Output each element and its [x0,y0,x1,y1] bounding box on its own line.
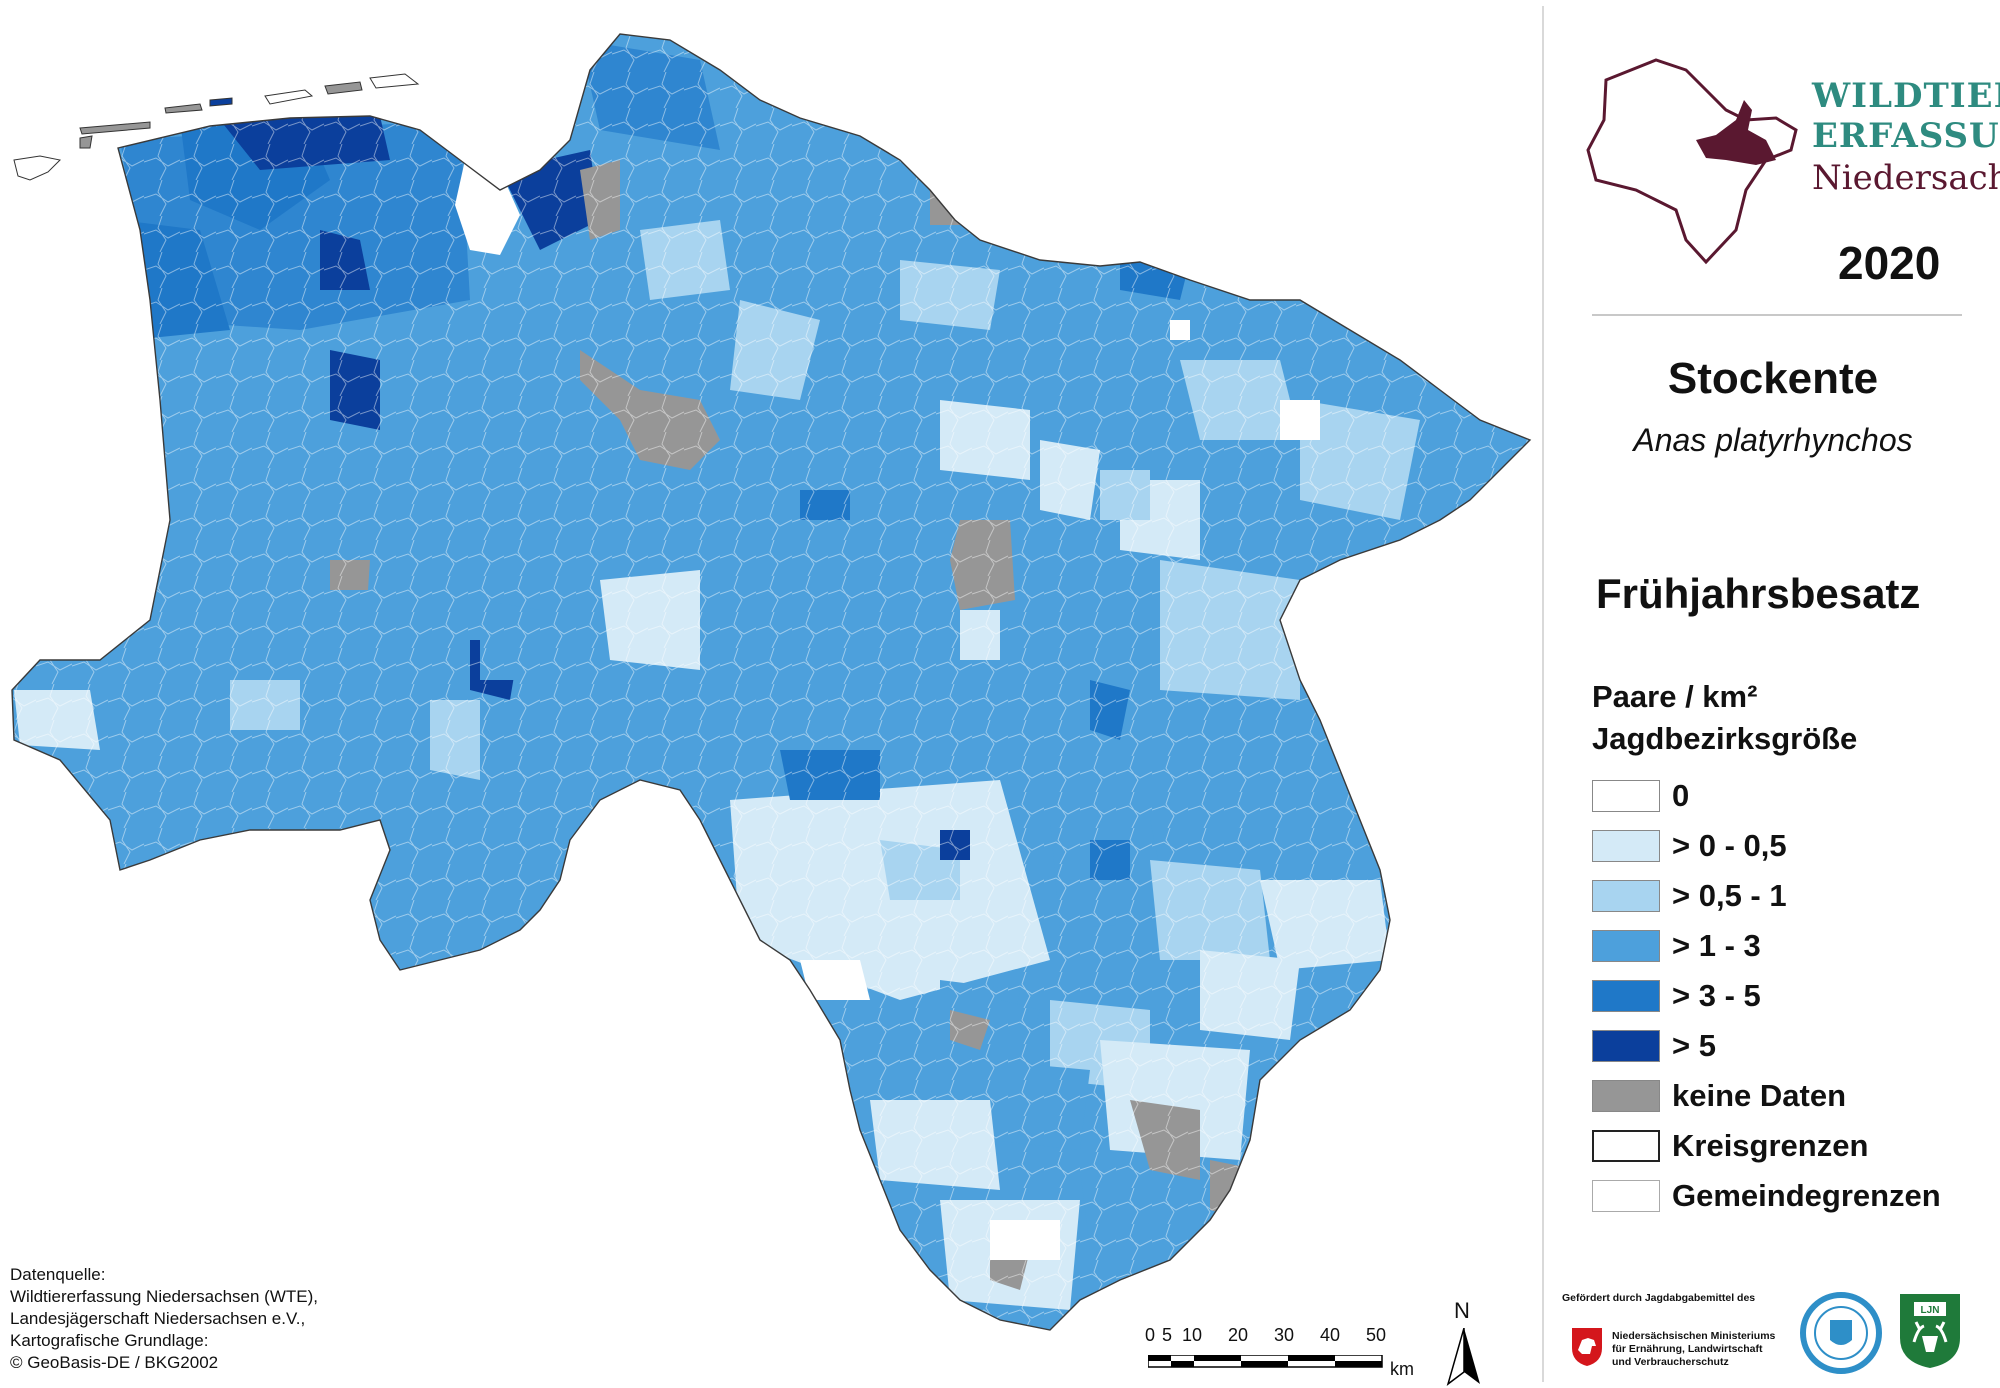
scale-tick-label: 10 [1182,1325,1203,1345]
lower-saxony-coat-of-arms-icon [1572,1328,1602,1366]
scale-unit: km [1390,1359,1414,1379]
scale-tick-label: 30 [1274,1325,1295,1345]
legend-units: Paare / km² Jagdbezirksgröße [1592,676,1857,760]
legend-label: Gemeindegrenzen [1672,1178,1941,1213]
legend-label: > 0 - 0,5 [1672,828,1787,863]
legend-label: > 1 - 3 [1672,928,1761,963]
choropleth-map [11,33,1532,1331]
unit-line: Jagdbezirksgröße [1592,721,1858,756]
map-area: Datenquelle: Wildtiererfassung Niedersac… [10,33,1532,1388]
legend-title: Frühjahrsbesatz [1596,570,1921,617]
ljn-logo-icon: LJN [1900,1294,1960,1368]
legend-swatch [1592,780,1660,812]
separator [1592,314,1962,316]
state-fill [12,34,1530,1330]
legend-label: > 5 [1672,1028,1716,1063]
source-line: Kartografische Grundlage: [10,1331,209,1350]
legend-label: > 3 - 5 [1672,978,1761,1013]
scale-tick-label: 0 [1145,1325,1156,1345]
survey-year: 2020 [1838,237,1941,289]
north-arrow-icon [1446,1328,1480,1386]
logo-line-1: WILDTIER [1812,76,2000,116]
legend-label: Kreisgrenzen [1672,1128,1869,1163]
panel-divider [1542,6,1544,1382]
ljn-label: LJN [1921,1305,1940,1316]
scale-tick-label: 5 [1162,1325,1173,1345]
unit-line: Paare / km² [1592,679,1758,714]
scale-tick-label: 40 [1320,1325,1341,1345]
source-line: © GeoBasis-DE / BKG2002 [10,1353,219,1372]
logo-line-2: ERFASSUNG [1812,116,2000,156]
ministry-line: Niedersächsischen Ministeriums [1612,1330,1776,1342]
data-source-note: Datenquelle: Wildtiererfassung Niedersac… [10,1264,318,1374]
legend-swatch [1592,1180,1660,1212]
scale-bar-graphic [1148,1355,1383,1368]
foundation-seal-icon [1800,1292,1882,1374]
legend-swatch [1592,830,1660,862]
legend-label: 0 [1672,778,1690,813]
frisian-islands [13,73,420,181]
scale-tick-label: 20 [1228,1325,1249,1345]
niedersachsen-outline-icon [1586,58,1798,265]
legend-swatch [1592,880,1660,912]
north-arrow: N [1440,1298,1490,1388]
logo-line-3: Niedersachsen [1812,158,2000,198]
hare-icon [1696,100,1776,165]
legend-swatch [1592,980,1660,1012]
scale-tick-label: 50 [1366,1325,1387,1345]
legend-swatch [1592,930,1660,962]
source-line: Wildtiererfassung Niedersachsen (WTE), [10,1287,318,1306]
ministry-block: Niedersächsischen Ministeriums für Ernäh… [1562,1320,1822,1380]
north-label: N [1454,1298,1470,1323]
source-line: Landesjägerschaft Niedersachsen e.V., [10,1309,306,1328]
scale-bar: 0 5 10 20 30 40 50 km [1140,1325,1430,1385]
source-line: Datenquelle: [10,1265,106,1284]
legend-panel: WILDTIER ERFASSUNG Niedersachsen 2020 St… [1546,0,2000,1388]
legend-label: keine Daten [1672,1078,1847,1113]
legend-swatch [1592,1080,1660,1112]
ministry-line: und Verbraucherschutz [1612,1356,1729,1368]
ministry-line: für Ernährung, Landwirtschaft [1612,1343,1763,1355]
funding-note: Gefördert durch Jagdabgabemittel des [1562,1292,1756,1304]
legend-swatch [1592,1030,1660,1062]
legend-label: > 0,5 - 1 [1672,878,1787,913]
legend-swatch [1592,1130,1660,1162]
species-latin-name: Anas platyrhynchos [1633,422,1913,458]
wte-logo: WILDTIER ERFASSUNG Niedersachsen [1576,40,2000,270]
ministry-name: Niedersächsischen Ministeriums für Ernäh… [1612,1330,1775,1369]
species-name: Stockente [1667,354,1879,403]
